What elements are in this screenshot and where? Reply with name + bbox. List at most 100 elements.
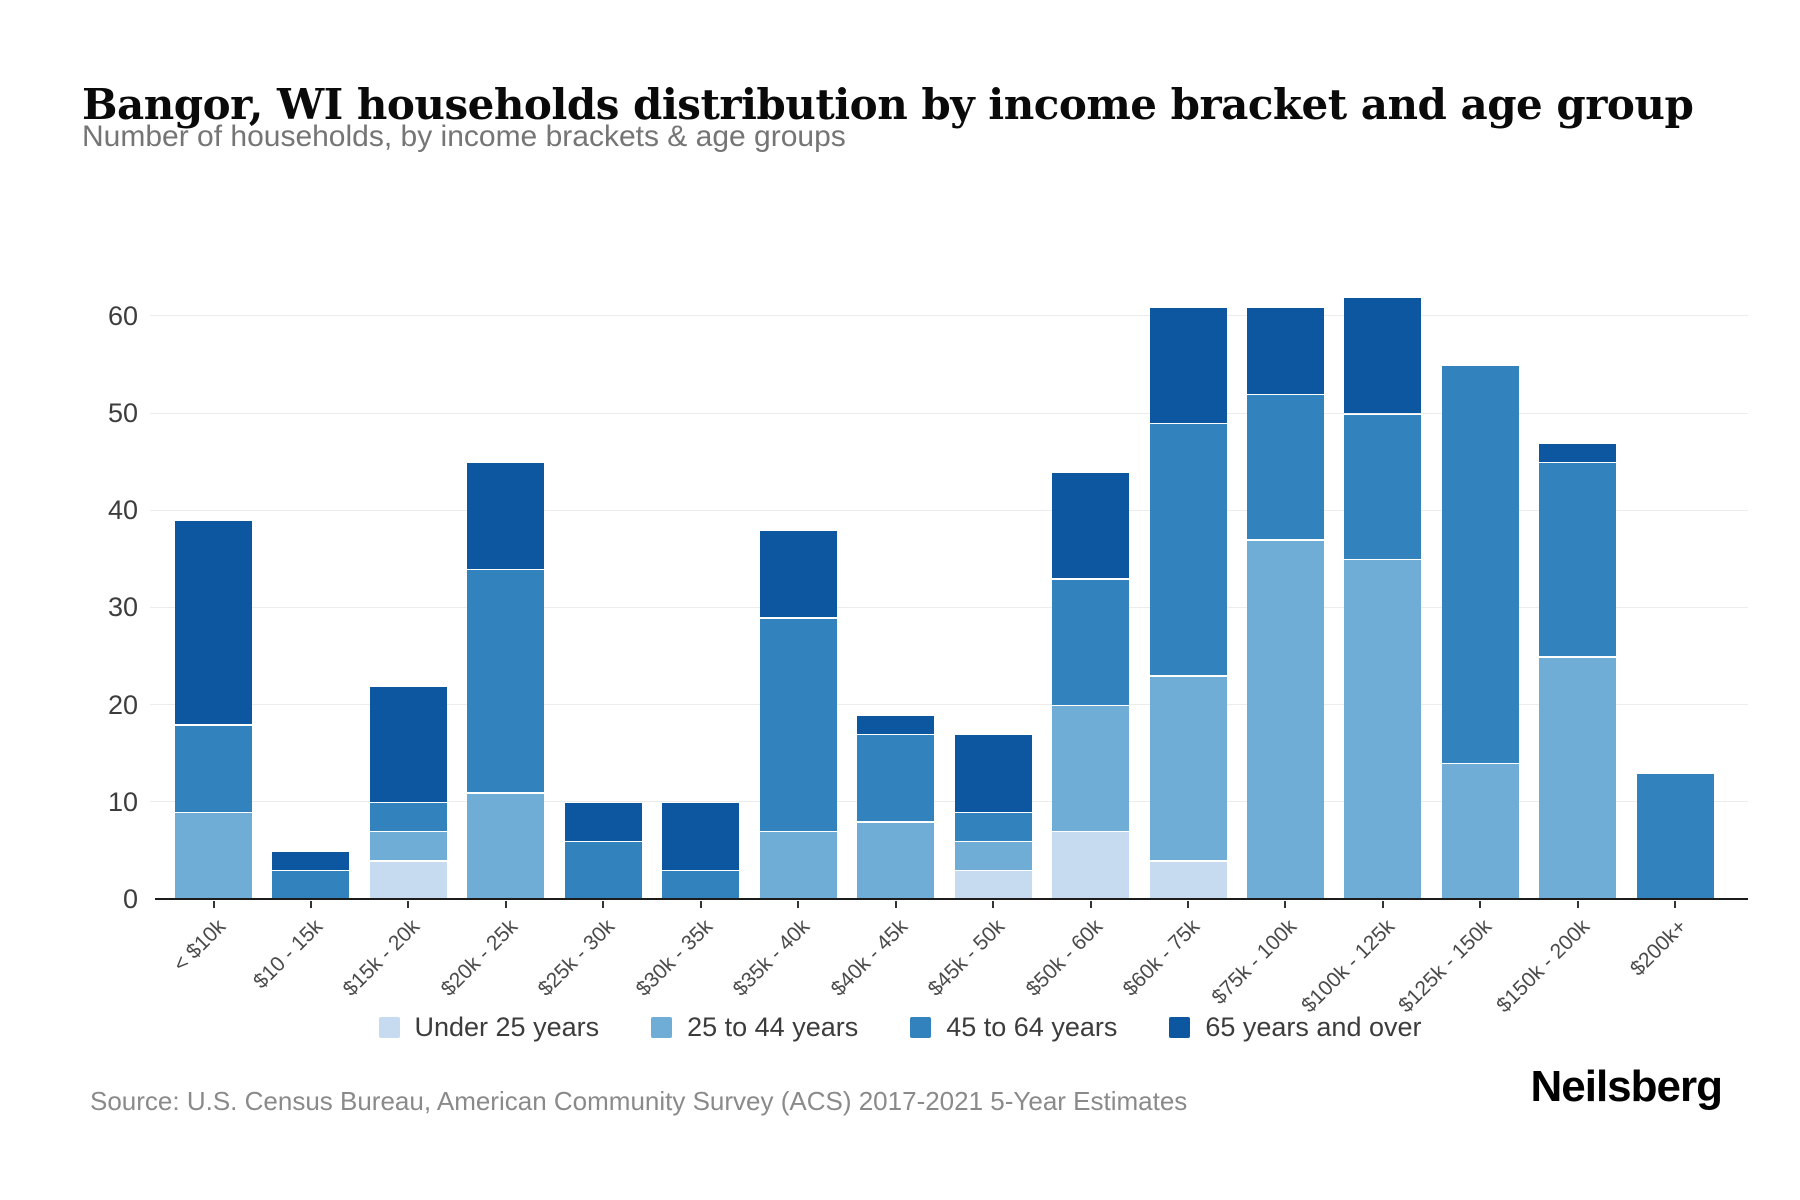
- bar-segment[interactable]: [1344, 297, 1422, 413]
- bar-segment[interactable]: [272, 851, 350, 870]
- x-axis-tick-mark: [1284, 901, 1287, 908]
- bar-segment[interactable]: [1052, 579, 1130, 705]
- bar-segment[interactable]: [1246, 540, 1324, 899]
- y-axis-tick-label: 0: [122, 884, 138, 914]
- gridline: [150, 606, 1748, 608]
- x-axis-tick-mark: [1479, 901, 1482, 908]
- x-axis-tick-mark: [212, 901, 215, 908]
- legend-swatch-icon: [910, 1017, 932, 1038]
- x-axis-tick-label: $50k - 60k: [1021, 915, 1107, 1001]
- bar-segment[interactable]: [857, 822, 935, 899]
- bar-segment[interactable]: [954, 871, 1032, 899]
- legend-label: Under 25 years: [414, 1012, 600, 1042]
- legend-label: 45 to 64 years: [946, 1012, 1118, 1042]
- x-axis-tick-mark: [699, 901, 702, 908]
- legend-item[interactable]: 25 to 44 years: [651, 1012, 858, 1043]
- x-axis-tick-label: $45k - 50k: [923, 915, 1010, 1001]
- bar-segment[interactable]: [1052, 706, 1130, 831]
- x-axis-tick-mark: [992, 901, 995, 908]
- x-axis-tick-mark: [1674, 901, 1677, 908]
- legend-swatch-icon: [1169, 1017, 1191, 1038]
- x-axis-tick-mark: [894, 901, 897, 908]
- bar-segment[interactable]: [467, 463, 545, 569]
- x-axis-tick-label: $35k - 40k: [728, 915, 815, 1001]
- bar-segment[interactable]: [369, 803, 447, 831]
- x-axis-tick-label: $15k - 20k: [339, 915, 425, 1001]
- chart-subtitle: Number of households, by income brackets…: [82, 120, 846, 153]
- bar-segment[interactable]: [1052, 472, 1130, 579]
- bar-segment[interactable]: [1539, 443, 1617, 462]
- bar-segment[interactable]: [175, 725, 252, 812]
- bar-segment[interactable]: [1441, 764, 1519, 899]
- x-axis-tick-mark: [504, 901, 507, 908]
- gridline: [150, 704, 1748, 706]
- y-axis-tick-label: 60: [107, 300, 138, 331]
- legend-swatch-icon: [378, 1017, 400, 1038]
- bar-segment[interactable]: [1344, 414, 1422, 559]
- x-axis-tick-mark: [797, 901, 800, 908]
- bar-segment[interactable]: [1636, 774, 1714, 899]
- x-axis-tick-label: $30k - 35k: [631, 915, 718, 1001]
- bar-segment[interactable]: [1149, 307, 1227, 423]
- bar-segment[interactable]: [954, 813, 1032, 841]
- legend: Under 25 years 25 to 44 years 45 to 64 yea…: [0, 1012, 1800, 1043]
- bar-segment[interactable]: [564, 842, 642, 899]
- bar-segment[interactable]: [954, 735, 1032, 812]
- bar-segment[interactable]: [369, 861, 447, 899]
- bar-segment[interactable]: [857, 715, 935, 734]
- bar-segment[interactable]: [467, 570, 545, 793]
- y-axis-tick-label: 50: [107, 398, 138, 428]
- x-axis-tick-label: $75k - 100k: [1207, 915, 1302, 1009]
- bar-segment[interactable]: [1149, 861, 1227, 899]
- bar-segment[interactable]: [175, 521, 252, 725]
- x-axis-line: [155, 898, 1748, 900]
- bar-segment[interactable]: [662, 803, 740, 870]
- bar-segment[interactable]: [1246, 307, 1324, 394]
- legend-label: 25 to 44 years: [687, 1012, 859, 1042]
- x-axis-tick-label: $125k - 150k: [1394, 915, 1497, 1018]
- bar-segment[interactable]: [175, 813, 252, 899]
- x-axis-tick-mark: [1381, 901, 1384, 908]
- x-axis-tick-label: $100k - 125k: [1297, 915, 1400, 1018]
- y-axis-tick-label: 20: [107, 689, 138, 720]
- bar-segment[interactable]: [1539, 463, 1617, 656]
- y-axis-tick-label: 10: [107, 786, 138, 817]
- bar-segment[interactable]: [1539, 657, 1617, 899]
- x-axis-tick-mark: [1576, 901, 1579, 908]
- bar-segment[interactable]: [1149, 424, 1227, 676]
- bar-segment[interactable]: [564, 803, 642, 841]
- bar-segment[interactable]: [857, 735, 935, 822]
- x-axis-tick-label: < $10k: [168, 915, 230, 977]
- bar-segment[interactable]: [1052, 832, 1130, 899]
- bar-segment[interactable]: [759, 618, 837, 831]
- gridline: [150, 509, 1748, 511]
- legend-item[interactable]: Under 25 years: [378, 1012, 600, 1043]
- y-axis-tick-label: 30: [107, 592, 138, 623]
- bar-segment[interactable]: [369, 686, 447, 802]
- bar-segment[interactable]: [369, 832, 447, 861]
- x-axis-tick-label: $25k - 30k: [533, 915, 620, 1001]
- x-axis-tick-label: $60k - 75k: [1118, 915, 1205, 1001]
- bar-segment[interactable]: [1246, 395, 1324, 540]
- legend-swatch-icon: [651, 1017, 673, 1038]
- chart-title: Bangor, WI households distribution by in…: [82, 80, 1694, 130]
- bar-segment[interactable]: [1344, 560, 1422, 899]
- bar-segment[interactable]: [759, 531, 837, 618]
- x-axis-tick-label: $40k - 45k: [826, 915, 912, 1001]
- x-axis-tick-mark: [309, 901, 312, 908]
- bar-segment[interactable]: [1149, 676, 1227, 861]
- gridline: [150, 315, 1748, 317]
- bar-segment[interactable]: [954, 842, 1032, 870]
- bar-segment[interactable]: [759, 832, 837, 899]
- bar-segment[interactable]: [1441, 365, 1519, 763]
- bar-segment[interactable]: [272, 871, 350, 899]
- brand-logo[interactable]: Neilsberg: [1530, 1062, 1723, 1111]
- bar-segment[interactable]: [467, 793, 545, 899]
- source-text: Source: U.S. Census Bureau, American Com…: [90, 1086, 1188, 1116]
- legend-item[interactable]: 65 years and over: [1169, 1012, 1422, 1043]
- legend-item[interactable]: 45 to 64 years: [910, 1012, 1117, 1043]
- bar-segment[interactable]: [662, 871, 740, 899]
- y-axis-tick-label: 40: [107, 495, 138, 526]
- x-axis-tick-mark: [1089, 901, 1092, 908]
